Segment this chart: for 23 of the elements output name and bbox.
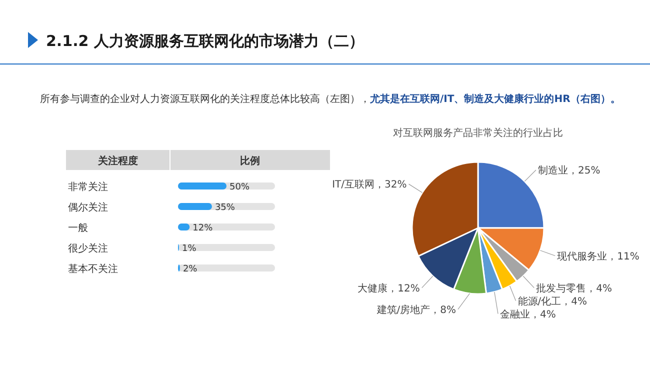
slice-label: 建筑/房地产，8% bbox=[376, 304, 456, 316]
chart-title: 2.1.2 人力资源服务互联网化的市场潜力（二） bbox=[46, 32, 364, 50]
y-tick-label: 一般 bbox=[68, 223, 88, 234]
y-tick-label: 基本不关注 bbox=[68, 263, 118, 275]
slice-label: 大健康，12% bbox=[358, 282, 420, 294]
slice-label: 批发与零售，4% bbox=[536, 282, 612, 294]
data-label: 35% bbox=[214, 203, 236, 213]
data-label: 1% bbox=[182, 244, 197, 254]
y-tick-label: 非常关注 bbox=[68, 181, 108, 193]
slice-label: 现代服务业，11% bbox=[557, 250, 640, 262]
data-label: 2% bbox=[182, 264, 198, 274]
x-axis-title: 比例 bbox=[240, 155, 260, 167]
y-tick-label: 偶尔关注 bbox=[68, 202, 108, 214]
chart-title: 对互联网服务产品非常关注的行业占比 bbox=[393, 127, 563, 139]
slice-label: 金融业，4% bbox=[500, 308, 556, 320]
text: 所有参与调查的企业对人力资源互联网化的关注程度总体比较高（左图），尤其是在互联网/IT、制造及大健康行业的HR（右图）。 bbox=[40, 93, 620, 105]
slice-label: 制造业，25% bbox=[538, 164, 600, 177]
data-label: 50% bbox=[230, 182, 250, 192]
data-label: 12% bbox=[192, 224, 214, 234]
y-axis-title: 关注程度 bbox=[97, 155, 138, 167]
slice-label: 能源/化工，4% bbox=[518, 295, 588, 308]
y-tick-label: 很少关注 bbox=[68, 242, 108, 254]
slice-label: IT/互联网，32% bbox=[332, 178, 407, 191]
